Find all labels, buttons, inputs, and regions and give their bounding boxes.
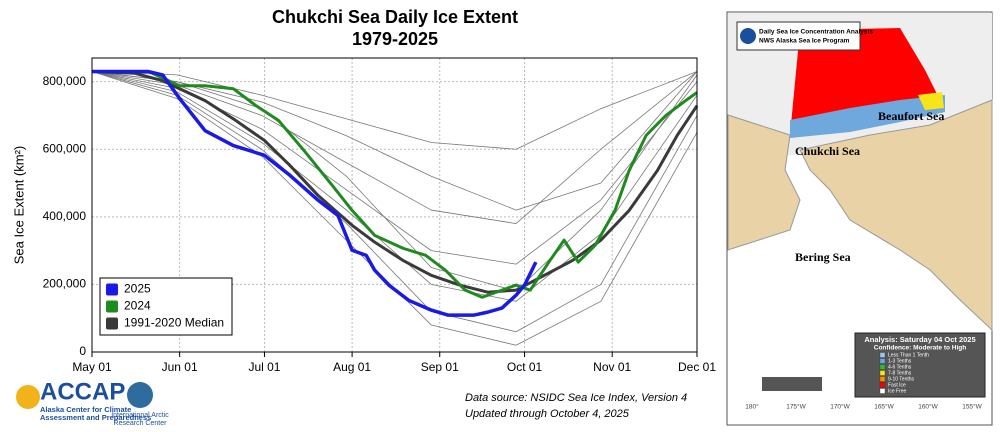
longitude-label: 160°W <box>918 403 938 411</box>
background-year-line <box>91 71 698 150</box>
map-legend-swatch <box>879 382 886 388</box>
logo-text: Assessment and Preparedness <box>40 413 151 422</box>
legend-label: 2025 <box>124 282 151 296</box>
map-legend-swatch <box>879 388 886 394</box>
chart-title: Chukchi Sea Daily Ice Extent <box>272 7 518 27</box>
map-legend-label: Fast Ice <box>888 382 906 388</box>
noaa-logo <box>740 28 756 44</box>
map-legend-label: 1-3 Tenths <box>888 358 912 364</box>
series-line <box>92 69 538 317</box>
plot: 0 200,000 400,000 600,000 800,000 May 01 Jun 0… <box>43 57 716 374</box>
map-legend-swatch <box>879 364 886 370</box>
map-legend-label: 7-8 Tenths <box>888 370 912 376</box>
map-ice-edge <box>918 92 944 110</box>
y-tick-label: 0 <box>79 344 86 358</box>
background-year-line <box>91 71 698 333</box>
map-legend-label: 4-6 Tenths <box>888 364 912 370</box>
map-header: NWS Alaska Sea Ice Program <box>759 38 850 45</box>
legend-swatch <box>106 283 118 296</box>
sea-label: Bering Sea <box>795 250 851 264</box>
analysis-confidence: Confidence: Moderate to High <box>874 345 966 352</box>
logo-text: International Arctic <box>111 412 169 419</box>
sea-label: Beaufort Sea <box>878 109 944 123</box>
x-tick-label: May 01 <box>72 360 112 374</box>
analysis-date: Analysis: Saturday 04 Oct 2025 <box>864 335 975 344</box>
sea-label: Chukchi Sea <box>795 144 860 158</box>
longitude-label: 180° <box>745 403 759 411</box>
y-tick-label: 200,000 <box>43 277 87 291</box>
legend-swatch <box>106 300 118 313</box>
map-legend-label: 9-10 Tenths <box>888 376 915 382</box>
x-tick-label: Sep 01 <box>421 360 459 374</box>
map-legend-swatch <box>879 370 886 376</box>
x-tick-label: Aug 01 <box>333 360 371 374</box>
map-land <box>727 114 801 251</box>
map-legend-label: Less Than 1 Tenth <box>888 352 929 358</box>
map-legend-swatch <box>879 358 886 364</box>
map-header: Daily Sea Ice Concentration Analysis <box>759 29 873 36</box>
longitude-label: 155°W <box>962 403 982 411</box>
longitude-label: 165°W <box>874 403 894 411</box>
map: Daily Sea Ice Concentration Analysis NWS… <box>726 11 993 426</box>
background-year-line <box>91 71 698 224</box>
scale-bar <box>762 377 822 391</box>
logo-sun <box>16 385 40 409</box>
x-tick-label: Oct 01 <box>507 360 543 374</box>
series-line <box>91 70 699 294</box>
logo-text: Alaska Center for Climate <box>40 405 131 414</box>
chart-subtitle: 1979-2025 <box>352 29 438 49</box>
series-line <box>92 70 698 299</box>
source: Data source: NSIDC Sea Ice Index, Versio… <box>465 392 687 404</box>
y-tick-label: 800,000 <box>43 74 87 88</box>
logo-text: ACCAP <box>40 378 125 405</box>
logo-globe <box>127 382 153 408</box>
legend-label: 2024 <box>124 299 151 313</box>
map-legend-swatch <box>879 352 886 358</box>
map-ice-edge <box>790 95 945 138</box>
map-legend-swatch <box>879 376 886 382</box>
source: Updated through October 4, 2025 <box>465 408 630 420</box>
y-tick-label: 600,000 <box>43 141 87 155</box>
longitude-label: 170°W <box>830 403 850 411</box>
legend-label: 1991-2020 Median <box>124 316 224 330</box>
analysis-box <box>854 332 986 398</box>
longitude-label: 175°W <box>786 403 806 411</box>
map-legend-label: Ice Free <box>888 388 907 394</box>
y-tick-label: 400,000 <box>43 209 87 223</box>
y-axis-label: Sea Ice Extent (km²) <box>11 146 26 264</box>
map-header-box <box>736 21 861 51</box>
legend-box <box>99 277 233 336</box>
background-year-line <box>91 71 698 302</box>
x-tick-label: Dec 01 <box>678 360 716 374</box>
x-tick-label: Jul 01 <box>248 360 280 374</box>
plot-border <box>91 57 698 353</box>
logo-text: Research Center <box>114 420 168 427</box>
map-land <box>799 99 993 332</box>
x-tick-label: Nov 01 <box>593 360 631 374</box>
x-tick-label: Jun 01 <box>162 360 198 374</box>
legend-swatch <box>106 317 118 330</box>
